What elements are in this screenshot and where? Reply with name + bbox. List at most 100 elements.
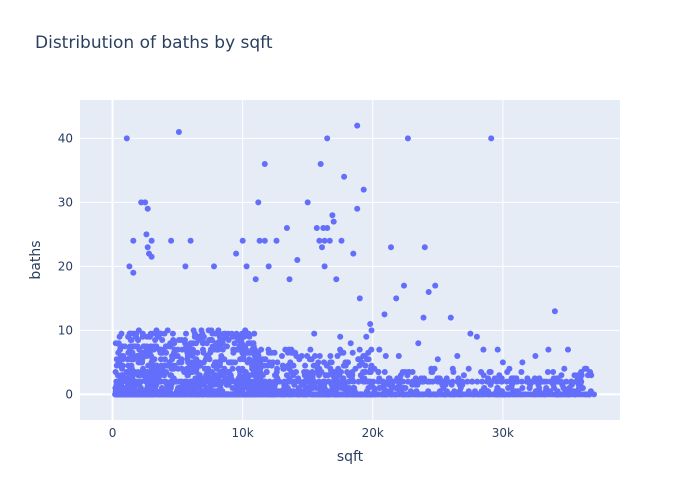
data-point xyxy=(185,349,192,356)
data-point xyxy=(191,333,198,340)
data-point xyxy=(113,356,120,363)
data-point xyxy=(134,343,141,350)
data-point xyxy=(518,378,525,385)
data-point xyxy=(317,161,324,167)
data-point xyxy=(251,330,258,337)
data-point xyxy=(148,353,155,359)
data-point xyxy=(219,346,226,353)
data-point xyxy=(169,362,175,369)
data-point xyxy=(333,276,340,283)
data-point xyxy=(304,199,311,206)
y-axis-ticks: 0 10 20 30 40 xyxy=(58,131,73,401)
data-point xyxy=(246,333,253,340)
data-point xyxy=(424,378,431,385)
y-tick-label: 40 xyxy=(58,131,73,145)
data-point xyxy=(421,244,428,251)
data-point xyxy=(187,362,193,369)
data-point xyxy=(361,353,368,359)
data-point xyxy=(148,372,155,379)
data-point xyxy=(420,314,427,321)
data-point xyxy=(568,378,575,385)
data-point xyxy=(506,365,513,372)
data-point xyxy=(251,378,258,385)
data-point xyxy=(138,378,144,385)
data-point xyxy=(168,237,175,244)
data-point xyxy=(187,237,194,244)
data-point xyxy=(464,378,471,385)
data-point xyxy=(215,327,222,334)
data-point xyxy=(301,378,308,385)
data-point xyxy=(175,337,182,343)
data-point xyxy=(205,353,211,359)
data-point xyxy=(474,378,481,385)
data-point xyxy=(335,378,342,385)
data-point xyxy=(447,314,454,321)
data-point xyxy=(558,378,565,385)
data-point xyxy=(117,346,124,353)
data-point xyxy=(163,369,170,375)
data-point xyxy=(246,378,253,385)
data-point xyxy=(296,356,303,363)
data-point xyxy=(148,362,155,369)
data-point xyxy=(325,378,332,385)
data-point xyxy=(233,330,240,337)
data-point xyxy=(360,186,367,193)
data-point xyxy=(499,378,505,385)
data-point xyxy=(376,385,383,391)
data-point xyxy=(334,385,341,391)
data-point xyxy=(368,327,375,334)
x-tick-label: 30k xyxy=(492,426,514,440)
data-point xyxy=(261,378,268,385)
data-point xyxy=(192,378,199,385)
data-point xyxy=(129,356,136,363)
data-point xyxy=(255,199,262,206)
data-point xyxy=(365,378,372,385)
data-point xyxy=(323,362,330,369)
data-point xyxy=(494,378,500,385)
data-point xyxy=(395,378,402,385)
data-point xyxy=(428,365,435,372)
data-point xyxy=(292,349,299,356)
data-point xyxy=(158,362,165,369)
data-point xyxy=(532,353,539,359)
data-point xyxy=(339,385,346,391)
data-point xyxy=(565,346,571,353)
data-point xyxy=(286,378,293,385)
data-point xyxy=(187,340,194,347)
data-point xyxy=(429,378,436,385)
data-point xyxy=(486,378,493,385)
data-point xyxy=(551,385,558,391)
data-point xyxy=(207,378,214,385)
data-point xyxy=(309,369,316,375)
data-point xyxy=(150,330,157,337)
data-point xyxy=(578,378,585,385)
data-point xyxy=(217,359,224,366)
data-point xyxy=(233,346,240,353)
data-point xyxy=(341,173,348,180)
data-point xyxy=(208,337,215,343)
data-point xyxy=(543,378,550,385)
data-point xyxy=(347,340,354,347)
data-point xyxy=(217,385,224,391)
data-point xyxy=(519,385,526,391)
data-point xyxy=(261,161,268,167)
data-point xyxy=(375,378,382,385)
data-point xyxy=(199,337,206,343)
data-point xyxy=(225,369,232,375)
data-point xyxy=(561,365,568,372)
data-point xyxy=(239,237,246,244)
data-point xyxy=(388,244,394,251)
data-point xyxy=(202,378,209,385)
data-point xyxy=(375,369,382,375)
data-point xyxy=(399,369,406,375)
data-point xyxy=(550,369,557,375)
data-point xyxy=(121,343,128,350)
data-point xyxy=(545,346,552,353)
x-axis-title: sqft xyxy=(337,449,364,465)
data-point xyxy=(137,372,143,379)
data-point xyxy=(157,330,164,337)
data-point xyxy=(261,237,268,244)
data-point xyxy=(114,385,121,391)
data-point xyxy=(367,321,374,327)
data-point xyxy=(252,276,259,283)
